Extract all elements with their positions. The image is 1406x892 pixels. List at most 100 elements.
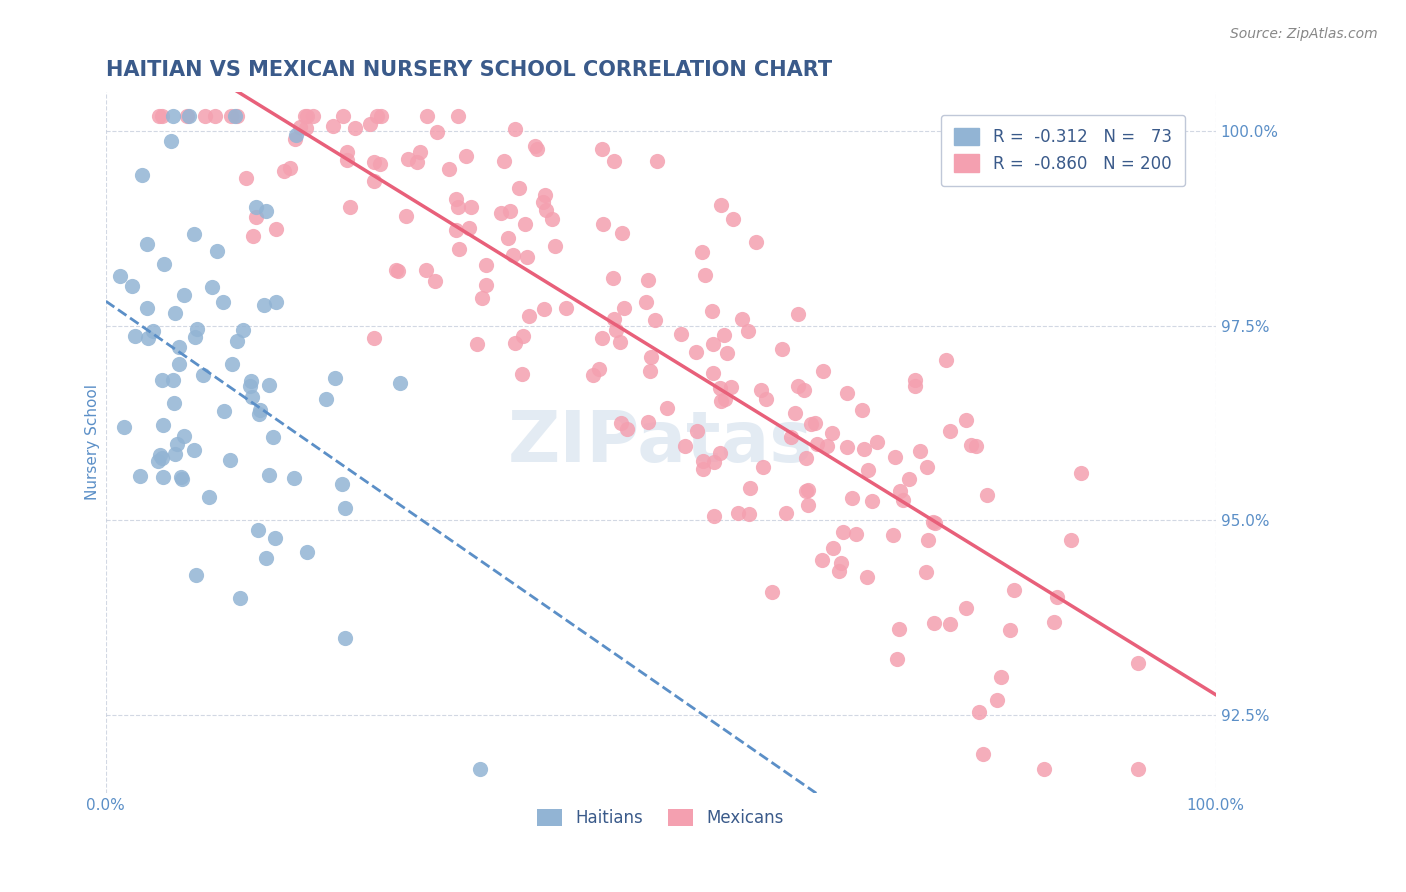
- Point: [917, 459, 939, 474]
- Point: [183, 442, 205, 457]
- Point: [794, 450, 817, 465]
- Point: [221, 357, 243, 371]
- Point: [499, 203, 522, 218]
- Point: [344, 120, 367, 135]
- Point: [152, 417, 174, 432]
- Point: [955, 601, 977, 615]
- Point: [167, 357, 190, 371]
- Point: [191, 368, 214, 382]
- Point: [740, 481, 762, 495]
- Point: [510, 367, 533, 381]
- Point: [284, 131, 307, 145]
- Point: [713, 327, 735, 342]
- Point: [935, 353, 957, 368]
- Point: [815, 439, 838, 453]
- Point: [904, 373, 927, 387]
- Point: [851, 403, 873, 417]
- Point: [339, 200, 361, 214]
- Point: [426, 125, 449, 139]
- Point: [783, 406, 806, 420]
- Point: [160, 134, 183, 148]
- Point: [837, 385, 859, 400]
- Point: [186, 322, 208, 336]
- Point: [363, 174, 385, 188]
- Point: [731, 312, 754, 326]
- Point: [693, 268, 716, 282]
- Point: [136, 237, 159, 252]
- Point: [770, 342, 793, 356]
- Point: [965, 439, 987, 453]
- Point: [967, 705, 990, 719]
- Point: [257, 378, 280, 392]
- Point: [794, 484, 817, 499]
- Point: [253, 298, 276, 312]
- Point: [523, 139, 546, 153]
- Point: [336, 145, 359, 159]
- Point: [636, 295, 658, 310]
- Point: [224, 109, 246, 123]
- Point: [603, 154, 626, 169]
- Point: [692, 462, 714, 476]
- Point: [710, 197, 733, 211]
- Point: [221, 109, 243, 123]
- Point: [605, 323, 627, 337]
- Point: [882, 528, 904, 542]
- Point: [148, 109, 170, 123]
- Point: [201, 280, 224, 294]
- Point: [845, 527, 868, 541]
- Point: [370, 109, 392, 123]
- Point: [211, 294, 233, 309]
- Point: [866, 435, 889, 450]
- Point: [856, 463, 879, 477]
- Point: [887, 622, 910, 636]
- Point: [959, 438, 981, 452]
- Point: [444, 192, 467, 206]
- Point: [505, 335, 527, 350]
- Point: [388, 376, 411, 390]
- Point: [235, 170, 257, 185]
- Point: [721, 212, 744, 227]
- Point: [1126, 762, 1149, 776]
- Point: [449, 243, 471, 257]
- Point: [108, 268, 131, 283]
- Point: [690, 245, 713, 260]
- Point: [333, 631, 356, 645]
- Point: [797, 483, 820, 498]
- Point: [474, 277, 496, 292]
- Point: [503, 122, 526, 136]
- Point: [162, 109, 184, 123]
- Point: [121, 278, 143, 293]
- Point: [692, 454, 714, 468]
- Point: [496, 231, 519, 245]
- Point: [516, 251, 538, 265]
- Point: [939, 424, 962, 438]
- Point: [218, 452, 240, 467]
- Point: [657, 401, 679, 415]
- Point: [669, 326, 692, 341]
- Point: [917, 533, 939, 547]
- Point: [526, 142, 548, 156]
- Point: [153, 257, 176, 271]
- Point: [239, 378, 262, 392]
- Point: [908, 444, 931, 458]
- Point: [333, 501, 356, 516]
- Point: [366, 109, 388, 123]
- Point: [1046, 590, 1069, 604]
- Point: [266, 294, 288, 309]
- Point: [263, 531, 285, 545]
- Point: [841, 491, 863, 506]
- Point: [891, 493, 914, 508]
- Point: [998, 623, 1021, 637]
- Point: [534, 187, 557, 202]
- Point: [806, 436, 828, 450]
- Point: [167, 340, 190, 354]
- Point: [264, 221, 287, 235]
- Point: [828, 564, 851, 578]
- Point: [336, 153, 359, 167]
- Point: [204, 109, 226, 123]
- Point: [915, 566, 938, 580]
- Point: [512, 328, 534, 343]
- Point: [1060, 533, 1083, 548]
- Point: [830, 556, 852, 570]
- Point: [163, 306, 186, 320]
